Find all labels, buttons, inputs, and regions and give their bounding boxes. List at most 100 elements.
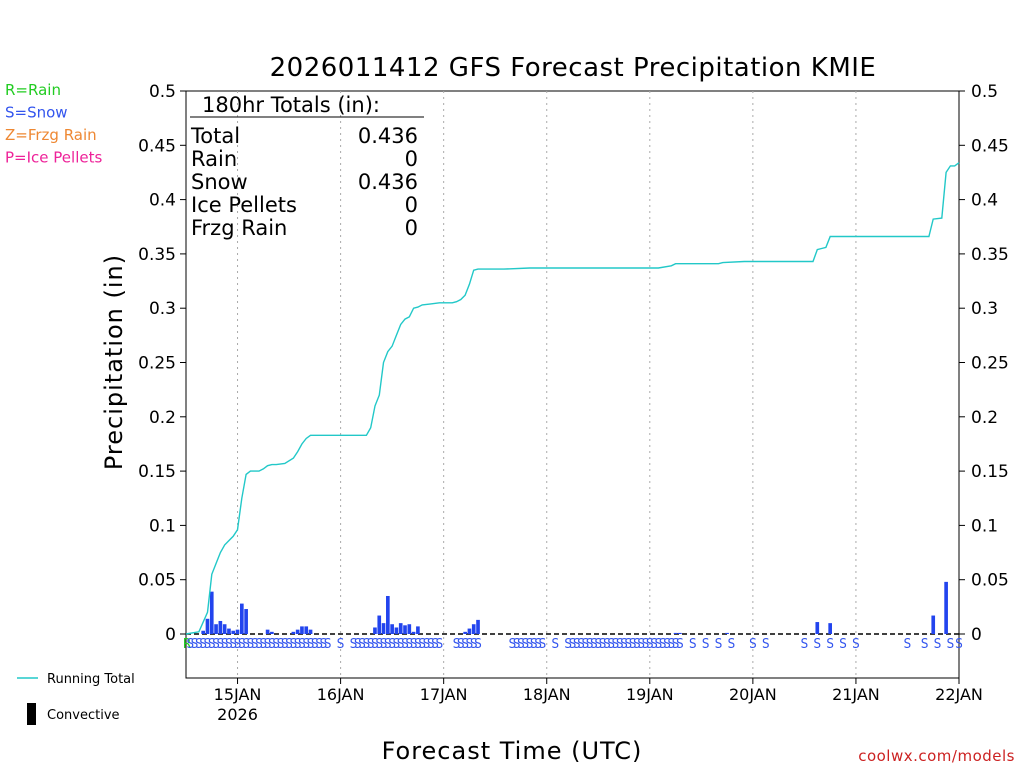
y-tick-label-right: 0.05 (971, 571, 1009, 591)
snow-bar (222, 624, 227, 634)
y-axis-left: 0.5 0.45 0.4 0.35 0.3 0.25 0.2 0.15 0.1 0.05 0 (138, 82, 186, 645)
y-tick-label-left: 0.3 (149, 299, 176, 319)
x-tick-year: 2026 (217, 705, 258, 724)
running-total-line (185, 162, 960, 635)
ptype-snow-mark: S (315, 637, 323, 652)
ptype-snow-mark: S (234, 637, 242, 652)
ptype-snow-mark: S (277, 637, 285, 652)
y-tick-label-left: 0.35 (138, 245, 176, 265)
totals-row-value: 0.436 (358, 124, 418, 148)
ptype-snow-mark: S (586, 637, 594, 652)
y-tick-label-right: 0.25 (971, 354, 1009, 374)
y-tick-label-left: 0.4 (149, 191, 176, 211)
y-tick-label-left: 0.05 (138, 571, 176, 591)
y-axis-right: 0.5 0.45 0.4 0.35 0.3 0.25 0.2 0.15 0.1 0.05 0 (959, 82, 1009, 645)
y-tick-label-right: 0.15 (971, 462, 1009, 482)
snow-bar (394, 627, 399, 634)
ptype-snow-mark: S (229, 637, 237, 652)
y-tick-label-right: 0.1 (971, 516, 998, 536)
ptype-snow-mark: S (599, 637, 607, 652)
ptype-snow-mark: S (195, 637, 203, 652)
snow-bar (931, 615, 936, 634)
ptype-snow-mark: S (298, 637, 306, 652)
snow-bar (231, 630, 236, 634)
ptype-snow-mark: S (667, 637, 675, 652)
ptype-snow-mark: S (397, 637, 405, 652)
ptype-snow-mark: S (216, 637, 224, 652)
ptype-snow-mark: S (401, 637, 409, 652)
ptype-snow-mark: S (530, 637, 538, 652)
ptype-snow-mark: S (405, 637, 413, 652)
x-axis-label: Forecast Time (UTC) (382, 737, 643, 765)
snow-bar (240, 603, 244, 634)
ptype-snow-mark: S (612, 637, 620, 652)
ptype-snow-mark: S (431, 637, 439, 652)
snow-bar (403, 625, 407, 634)
ptype-legend: R=Rain S=Snow Z=Frzg Rain P=Ice Pellets (5, 81, 102, 167)
ptype-snow-mark: S (242, 637, 250, 652)
ptype-snow-mark: S (946, 637, 954, 652)
ptype-rain-mark: R (183, 637, 191, 652)
x-tick-label: 22JAN (935, 685, 983, 704)
snow-bar (463, 631, 467, 634)
series-legend: Running Total Convective (17, 672, 135, 725)
ptype-snow-mark: S (607, 637, 615, 652)
ptype-snow-mark: S (727, 637, 735, 652)
ptype-snow-mark: S (826, 637, 834, 652)
snow-bar (725, 632, 729, 634)
totals-row-label: Rain (191, 147, 237, 171)
totals-row-label: Snow (191, 170, 248, 194)
ptype-snow-mark: S (289, 637, 297, 652)
y-tick-label-right: 0.45 (971, 136, 1009, 156)
legend-convective-swatch (27, 703, 36, 725)
ptype-snow-mark: S (384, 637, 392, 652)
totals-row-value: 0 (405, 193, 418, 217)
snow-bar (201, 630, 206, 634)
ptype-snow-mark: S (302, 637, 310, 652)
ptype-snow-mark: S (320, 637, 328, 652)
ptype-snow-mark: S (362, 637, 370, 652)
ptype-snow-mark: S (354, 637, 362, 652)
y-tick-label-right: 0.5 (971, 82, 998, 102)
plot-frame (185, 90, 960, 679)
ptype-snow-mark: S (375, 637, 383, 652)
ptype-snow-mark: S (839, 637, 847, 652)
ptype-snow-mark: S (637, 637, 645, 652)
ptype-snow-mark: S (457, 637, 465, 652)
ptype-snow-mark: S (474, 637, 482, 652)
snow-bar (815, 622, 820, 634)
totals-row-value: 0 (405, 147, 418, 171)
ptype-snow-mark: S (285, 637, 293, 652)
totals-row-label: Total (190, 124, 240, 148)
y-tick-label-right: 0 (971, 625, 982, 645)
x-tick-label: 16JAN (317, 685, 365, 704)
ptype-snow-mark: S (676, 637, 684, 652)
footer-credit: coolwx.com/models (858, 747, 1015, 765)
ptype-snow-mark: S (654, 637, 662, 652)
ptype-snow-mark: S (388, 637, 396, 652)
ptype-snow-mark: S (629, 637, 637, 652)
ptype-snow-mark: S (393, 637, 401, 652)
snow-bar (227, 628, 231, 634)
snow-bar (235, 629, 240, 634)
snow-bar (373, 627, 377, 634)
ptype-snow-mark: S (337, 637, 345, 652)
ptype-snow-mark: S (551, 637, 559, 652)
ptype-snow-mark: S (577, 637, 585, 652)
totals-row-label: Frzg Rain (191, 216, 287, 240)
ptype-snow-mark: S (564, 637, 572, 652)
ptype-snow-mark: S (212, 637, 220, 652)
ptype-snow-mark: S (513, 637, 521, 652)
snow-bar (673, 632, 678, 634)
ptype-snow-mark: S (264, 637, 272, 652)
y-tick-label-right: 0.3 (971, 299, 998, 319)
ptype-snow-mark: S (208, 637, 216, 652)
snow-bar (244, 609, 248, 634)
snow-bar (295, 629, 300, 634)
x-tick-label: 15JAN (214, 685, 262, 704)
ptype-snow-mark: S (921, 637, 929, 652)
totals-box: 180hr Totals (in): Total 0.436 Rain 0 Snow 0.… (190, 93, 424, 240)
ptype-snow-mark: S (191, 637, 199, 652)
ptype-snow-mark: S (255, 637, 263, 652)
